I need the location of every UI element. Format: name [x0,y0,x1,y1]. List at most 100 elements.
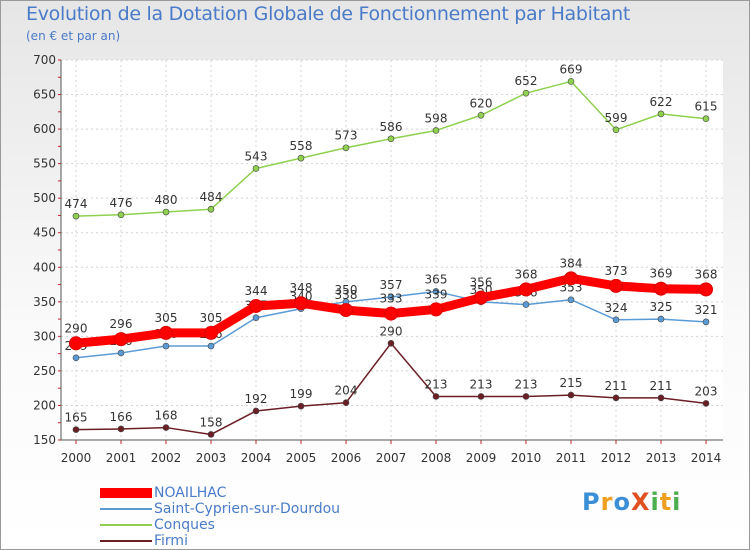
data-point-conques [702,115,710,123]
data-point-conques [342,144,350,152]
x-tick-label: 2006 [331,451,362,465]
data-label-conques: 586 [380,120,403,134]
data-point-noailhac [249,298,263,313]
x-tick-label: 2005 [286,451,317,465]
data-label-noailhac: 333 [380,292,403,306]
data-point-conques [252,165,260,172]
data-label-saint-cyprien-sur-dourdou: 324 [605,301,628,315]
data-point-firmi [567,391,575,399]
data-label-noailhac: 368 [515,267,538,281]
data-label-conques: 558 [290,139,313,153]
data-label-firmi: 290 [380,324,403,338]
data-label-firmi: 158 [200,415,223,429]
data-point-conques [387,135,395,143]
y-tick-label: 700 [33,53,56,67]
data-point-firmi [252,407,260,415]
x-tick-label: 2004 [241,451,272,465]
data-label-conques: 669 [560,62,583,76]
data-point-conques [567,78,575,85]
data-label-firmi: 204 [335,384,358,398]
proxiti-logo: ProXiti [582,488,682,516]
data-label-firmi: 168 [155,409,178,423]
x-tick-label: 2012 [601,451,632,465]
data-label-conques: 598 [425,111,448,125]
legend-swatch [100,524,152,526]
data-label-noailhac: 348 [290,281,313,295]
y-tick-label: 350 [33,295,56,309]
data-point-firmi [342,399,350,406]
y-tick-label: 150 [33,433,56,447]
data-point-conques [207,205,215,213]
data-point-noailhac [294,296,308,311]
y-tick-label: 650 [33,88,56,102]
data-point-conques [477,111,485,119]
data-point-firmi [432,393,440,400]
data-label-firmi: 213 [470,377,493,391]
x-tick-label: 2001 [106,451,137,465]
data-point-firmi [297,402,305,410]
x-tick-label: 2000 [61,451,92,465]
legend-swatch [100,540,152,542]
data-label-conques: 480 [155,193,178,207]
data-point-noailhac [564,271,578,286]
data-label-noailhac: 344 [245,284,268,298]
data-point-noailhac [69,336,83,351]
data-label-conques: 615 [695,100,718,114]
data-label-firmi: 203 [695,384,718,398]
data-label-firmi: 211 [605,379,628,393]
data-label-conques: 573 [335,129,358,143]
data-point-conques [72,212,80,220]
data-point-firmi [72,426,80,433]
data-point-firmi [162,424,170,431]
data-point-conques [432,127,440,134]
x-tick-label: 2007 [376,451,407,465]
y-tick-label: 250 [33,364,56,378]
data-label-firmi: 215 [560,376,583,390]
data-point-noailhac [204,325,218,340]
legend-label: NOAILHAC [154,485,227,501]
data-point-conques [117,211,125,219]
data-point-noailhac [114,332,128,347]
data-point-conques [612,126,620,134]
y-tick-label: 450 [33,226,56,240]
data-label-saint-cyprien-sur-dourdou: 357 [380,278,403,292]
x-tick-label: 2003 [196,451,227,465]
data-label-noailhac: 296 [110,317,133,331]
data-label-noailhac: 339 [425,287,448,301]
data-point-firmi [522,393,530,400]
data-point-noailhac [159,325,173,340]
data-label-conques: 476 [110,196,133,210]
chart-title: Evolution de la Dotation Globale de Fonc… [26,3,631,25]
data-label-firmi: 192 [245,392,268,406]
data-point-noailhac [654,281,668,296]
data-point-firmi [612,394,620,402]
data-label-conques: 484 [200,190,223,204]
data-label-saint-cyprien-sur-dourdou: 321 [695,303,718,317]
data-point-noailhac [429,302,443,317]
data-point-saint-cyprien-sur-dourdou [207,342,215,350]
data-label-conques: 652 [515,74,538,88]
data-point-noailhac [699,282,713,297]
data-point-saint-cyprien-sur-dourdou [567,296,575,304]
data-label-conques: 620 [470,96,493,110]
data-label-firmi: 165 [65,411,88,425]
data-point-noailhac [384,306,398,321]
x-tick-label: 2011 [556,451,587,465]
data-label-firmi: 213 [515,377,538,391]
y-tick-label: 550 [33,157,56,171]
data-point-saint-cyprien-sur-dourdou [612,316,620,324]
data-point-firmi [207,431,215,438]
data-label-noailhac: 384 [560,256,583,270]
plot-area [61,60,723,440]
data-point-conques [657,110,665,118]
data-point-noailhac [474,290,488,305]
data-label-saint-cyprien-sur-dourdou: 350 [335,283,358,297]
x-tick-label: 2013 [646,451,677,465]
data-point-firmi [387,339,395,347]
data-point-saint-cyprien-sur-dourdou [522,301,530,308]
y-tick-label: 500 [33,191,56,205]
y-tick-label: 200 [33,398,56,412]
x-tick-label: 2009 [466,451,497,465]
data-point-saint-cyprien-sur-dourdou [432,288,440,295]
